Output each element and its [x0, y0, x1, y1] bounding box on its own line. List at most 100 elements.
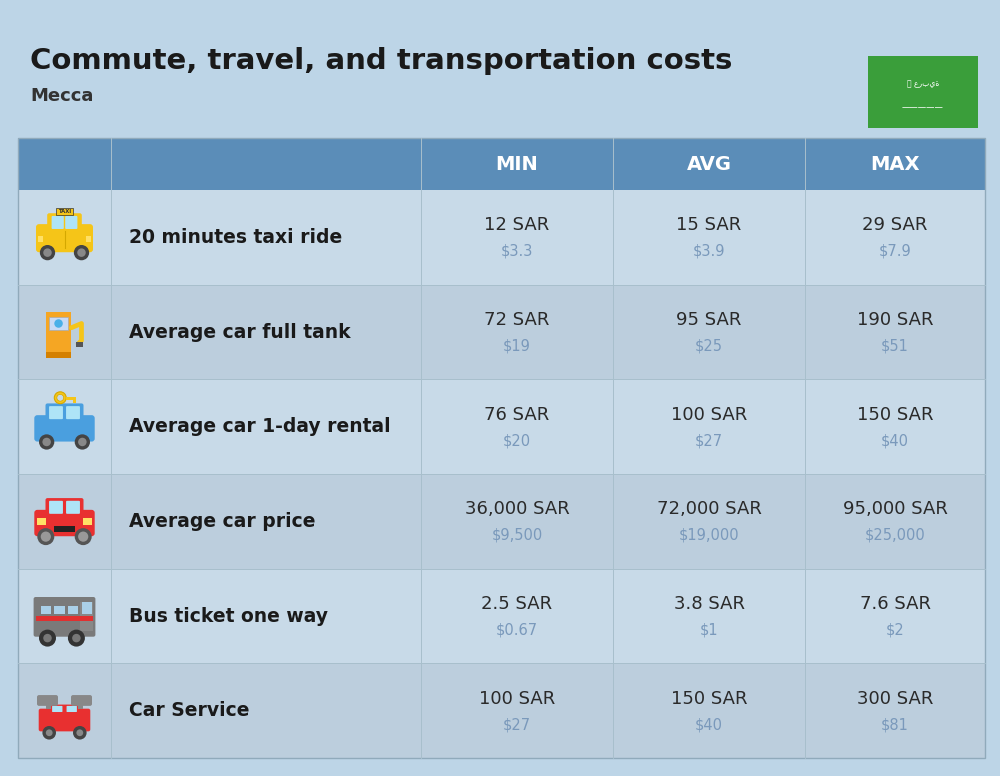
- Text: 100 SAR: 100 SAR: [479, 690, 555, 708]
- Bar: [86, 237, 91, 241]
- Text: $25: $25: [695, 338, 723, 354]
- FancyBboxPatch shape: [65, 216, 77, 229]
- Bar: [805, 379, 985, 474]
- FancyBboxPatch shape: [66, 501, 80, 514]
- Text: $51: $51: [881, 338, 909, 354]
- Circle shape: [43, 248, 52, 257]
- Bar: [18, 138, 111, 190]
- Bar: [805, 285, 985, 379]
- Text: 150 SAR: 150 SAR: [671, 690, 747, 708]
- Bar: [421, 474, 613, 569]
- FancyBboxPatch shape: [34, 415, 95, 442]
- Bar: [613, 379, 805, 474]
- FancyBboxPatch shape: [52, 216, 64, 229]
- Bar: [76, 342, 83, 348]
- Bar: [18, 379, 111, 474]
- Bar: [805, 663, 985, 758]
- Bar: [83, 518, 92, 525]
- Bar: [805, 569, 985, 663]
- Text: 300 SAR: 300 SAR: [857, 690, 933, 708]
- Circle shape: [75, 435, 90, 449]
- Circle shape: [54, 392, 66, 404]
- Text: AVG: AVG: [686, 154, 732, 174]
- FancyBboxPatch shape: [46, 404, 84, 421]
- Text: Car Service: Car Service: [129, 702, 250, 720]
- Circle shape: [72, 634, 81, 643]
- Text: 15 SAR: 15 SAR: [676, 217, 742, 234]
- Text: $81: $81: [881, 717, 909, 733]
- Bar: [18, 138, 985, 758]
- Bar: [613, 190, 805, 285]
- Bar: [54, 606, 64, 615]
- Bar: [80, 602, 93, 632]
- FancyBboxPatch shape: [49, 406, 63, 419]
- Circle shape: [42, 438, 51, 446]
- Bar: [613, 663, 805, 758]
- Bar: [111, 663, 421, 758]
- Bar: [18, 569, 111, 663]
- Bar: [421, 663, 613, 758]
- Circle shape: [57, 394, 64, 401]
- Bar: [54, 526, 75, 532]
- Bar: [66, 397, 76, 400]
- Bar: [613, 474, 805, 569]
- Bar: [18, 474, 111, 569]
- Bar: [421, 285, 613, 379]
- Text: Average car 1-day rental: Average car 1-day rental: [129, 417, 391, 436]
- Circle shape: [73, 726, 87, 740]
- Bar: [18, 285, 111, 379]
- Text: 29 SAR: 29 SAR: [862, 217, 928, 234]
- Circle shape: [75, 528, 92, 545]
- Text: 150 SAR: 150 SAR: [857, 406, 933, 424]
- Bar: [73, 400, 76, 403]
- Bar: [805, 138, 985, 190]
- Circle shape: [37, 528, 54, 545]
- FancyBboxPatch shape: [52, 706, 62, 712]
- Circle shape: [43, 634, 52, 643]
- FancyBboxPatch shape: [47, 213, 82, 230]
- Text: Average car full tank: Average car full tank: [129, 323, 351, 341]
- Bar: [111, 379, 421, 474]
- Text: Mecca: Mecca: [30, 87, 93, 105]
- FancyBboxPatch shape: [36, 224, 93, 252]
- Text: —————: —————: [902, 103, 944, 113]
- Bar: [868, 56, 978, 128]
- Bar: [421, 569, 613, 663]
- Text: $1: $1: [700, 622, 718, 638]
- FancyBboxPatch shape: [67, 706, 77, 712]
- Bar: [41, 606, 51, 615]
- Bar: [111, 138, 421, 190]
- Bar: [46, 702, 51, 709]
- Text: $40: $40: [695, 717, 723, 733]
- FancyBboxPatch shape: [39, 708, 90, 731]
- Bar: [37, 518, 46, 525]
- Bar: [36, 616, 93, 621]
- FancyBboxPatch shape: [66, 406, 80, 419]
- Circle shape: [40, 245, 55, 260]
- Bar: [18, 663, 111, 758]
- Text: 76 SAR: 76 SAR: [484, 406, 550, 424]
- Text: MIN: MIN: [496, 154, 538, 174]
- Text: $0.67: $0.67: [496, 622, 538, 638]
- FancyBboxPatch shape: [34, 510, 95, 536]
- Bar: [613, 285, 805, 379]
- Bar: [805, 474, 985, 569]
- Circle shape: [78, 532, 88, 542]
- Circle shape: [76, 729, 83, 736]
- Text: 3.8 SAR: 3.8 SAR: [674, 595, 744, 613]
- Text: $27: $27: [695, 433, 723, 449]
- Text: $27: $27: [503, 717, 531, 733]
- Bar: [82, 606, 92, 615]
- Circle shape: [41, 532, 51, 542]
- FancyBboxPatch shape: [46, 498, 84, 516]
- Bar: [68, 606, 78, 615]
- Text: 12 SAR: 12 SAR: [484, 217, 550, 234]
- Text: $3.9: $3.9: [693, 244, 725, 259]
- Circle shape: [77, 248, 86, 257]
- Text: $2: $2: [886, 622, 904, 638]
- Text: 72,000 SAR: 72,000 SAR: [657, 501, 761, 518]
- Bar: [46, 312, 71, 352]
- Circle shape: [74, 245, 89, 260]
- Text: $7.9: $7.9: [879, 244, 911, 259]
- Bar: [613, 569, 805, 663]
